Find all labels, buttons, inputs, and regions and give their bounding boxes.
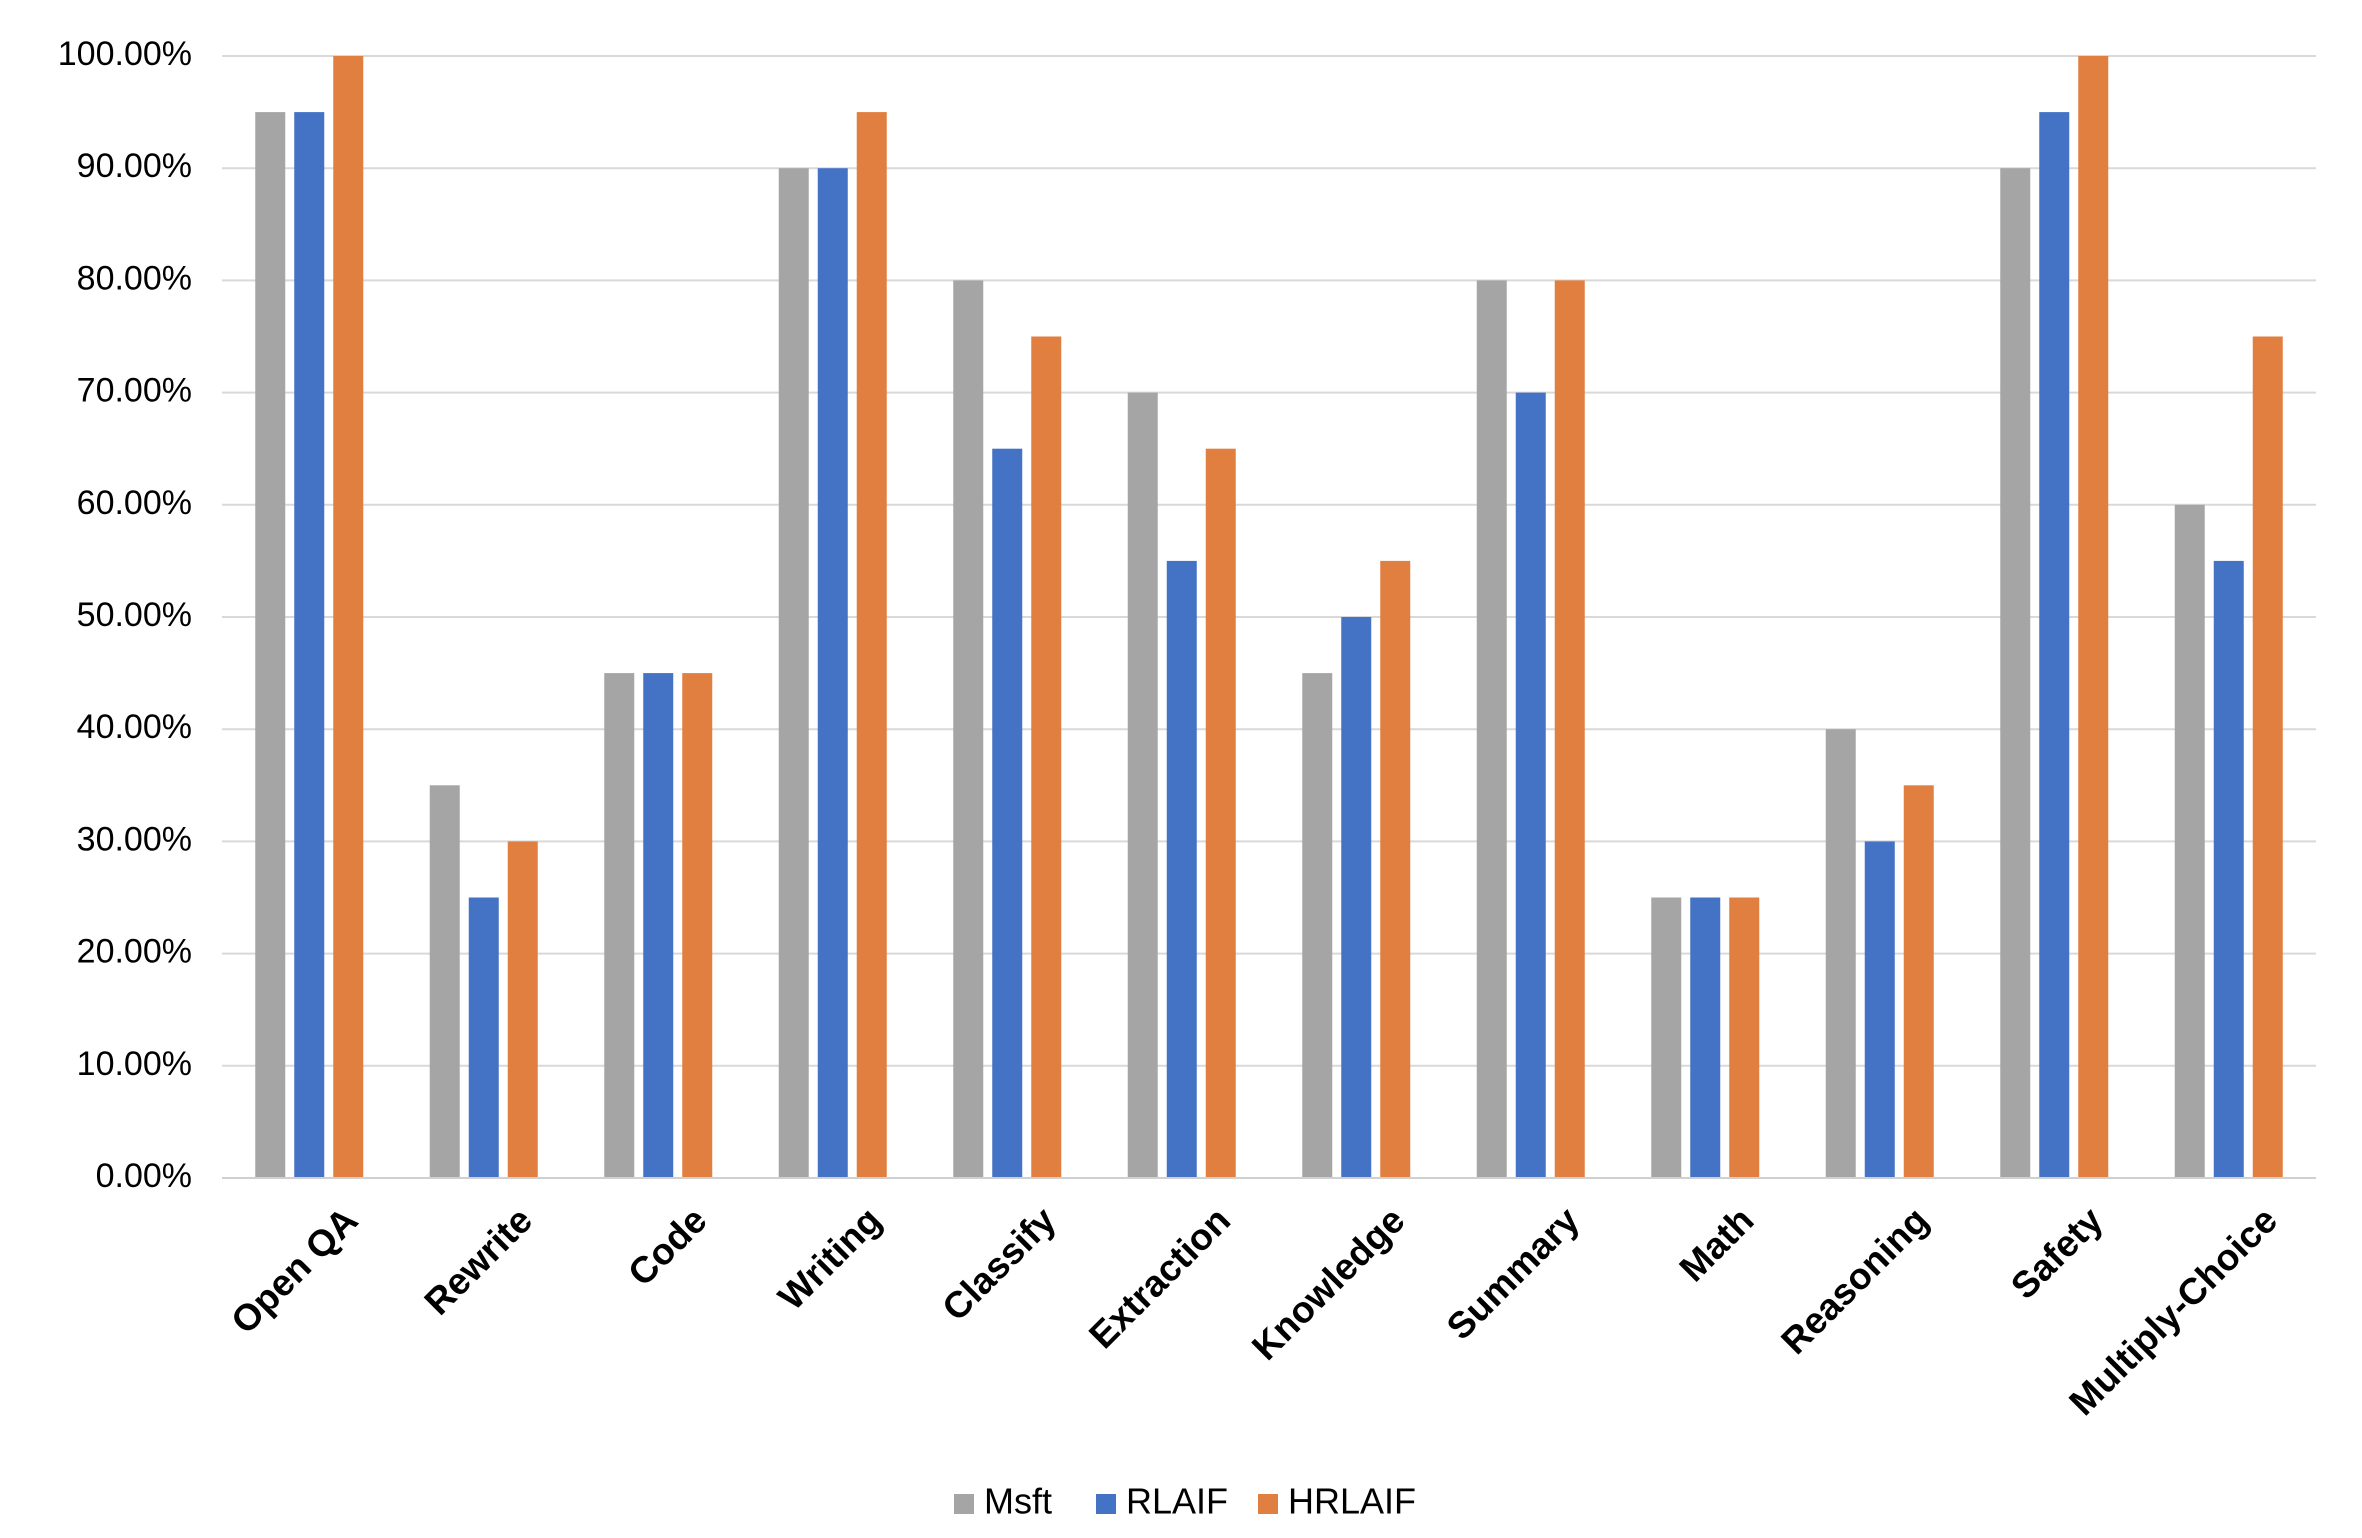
bar-rlaif (1690, 897, 1721, 1178)
bar-rlaif (1166, 560, 1197, 1178)
legend-swatch-rlaif (1096, 1494, 1116, 1514)
bar-msft (1127, 392, 1158, 1179)
bar-msft (778, 168, 809, 1178)
bar-msft (953, 280, 984, 1178)
bar-hrlaif (1380, 560, 1411, 1178)
x-category-label: Reasoning (1773, 1199, 1936, 1362)
bar-hrlaif (1729, 897, 1760, 1178)
bar-hrlaif (333, 56, 364, 1178)
bar-msft (604, 673, 635, 1178)
y-tick-label: 100.00% (58, 35, 192, 73)
bar-rlaif (1515, 392, 1546, 1179)
y-tick-label: 60.00% (77, 484, 192, 522)
bar-rlaif (817, 168, 848, 1178)
legend-swatch-hrlaif (1258, 1494, 1278, 1514)
bar-rlaif (643, 673, 674, 1178)
bar-rlaif (468, 897, 499, 1178)
bar-msft (1476, 280, 1507, 1178)
y-tick-label: 10.00% (77, 1045, 192, 1083)
bar-rlaif (294, 112, 325, 1179)
legend-label-hrlaif: HRLAIF (1288, 1481, 1416, 1522)
bar-hrlaif (1205, 448, 1236, 1178)
x-category-label: Extraction (1081, 1199, 1238, 1356)
y-tick-label: 30.00% (77, 820, 192, 858)
bar-msft (1825, 729, 1856, 1178)
y-tick-label: 40.00% (77, 708, 192, 746)
bar-rlaif (992, 448, 1023, 1178)
x-category-label: Open QA (223, 1199, 365, 1341)
x-category-label: Writing (770, 1199, 889, 1318)
bar-hrlaif (682, 673, 713, 1178)
y-tick-label: 70.00% (77, 372, 192, 410)
y-tick-label: 20.00% (77, 933, 192, 971)
bar-hrlaif (1031, 336, 1062, 1178)
legend-label-rlaif: RLAIF (1126, 1481, 1228, 1522)
x-category-label: Classify (934, 1199, 1064, 1329)
bar-rlaif (1864, 841, 1895, 1178)
bars (255, 56, 2283, 1179)
x-axis-category-labels: Open QA Rewrite Code Writing Classify Extract… (223, 1199, 2285, 1423)
bar-hrlaif (1554, 280, 1585, 1178)
y-tick-label: 90.00% (77, 147, 192, 185)
y-tick-label: 80.00% (77, 259, 192, 297)
legend-label-msft: Msft (984, 1481, 1052, 1522)
bar-msft (429, 785, 460, 1178)
x-category-label: Summary (1439, 1199, 1588, 1348)
bar-msft (2174, 504, 2205, 1178)
bar-rlaif (1341, 617, 1372, 1178)
bar-msft (1302, 673, 1333, 1178)
bar-hrlaif (2252, 336, 2283, 1178)
legend: Msft RLAIF HRLAIF (954, 1481, 1416, 1522)
y-axis-tick-labels: 0.00% 10.00% 20.00% 30.00% 40.00% 50.00% 60.00… (58, 35, 192, 1195)
bar-rlaif (2039, 112, 2070, 1179)
x-category-label: Math (1672, 1199, 1762, 1289)
bar-hrlaif (507, 841, 538, 1178)
bar-rlaif (2213, 560, 2244, 1178)
gridlines (222, 55, 2316, 1067)
bar-hrlaif (2078, 56, 2109, 1178)
x-category-label: Code (620, 1199, 714, 1293)
y-tick-label: 0.00% (96, 1157, 192, 1195)
legend-swatch-msft (954, 1494, 974, 1514)
x-category-label: Knowledge (1244, 1199, 1413, 1368)
bar-hrlaif (1903, 785, 1934, 1178)
x-category-label: Safety (2003, 1199, 2111, 1307)
bar-msft (2000, 168, 2031, 1178)
bar-msft (1651, 897, 1682, 1178)
bar-hrlaif (856, 112, 887, 1179)
x-category-label: Rewrite (417, 1199, 541, 1323)
y-tick-label: 50.00% (77, 596, 192, 634)
bar-msft (255, 112, 286, 1179)
